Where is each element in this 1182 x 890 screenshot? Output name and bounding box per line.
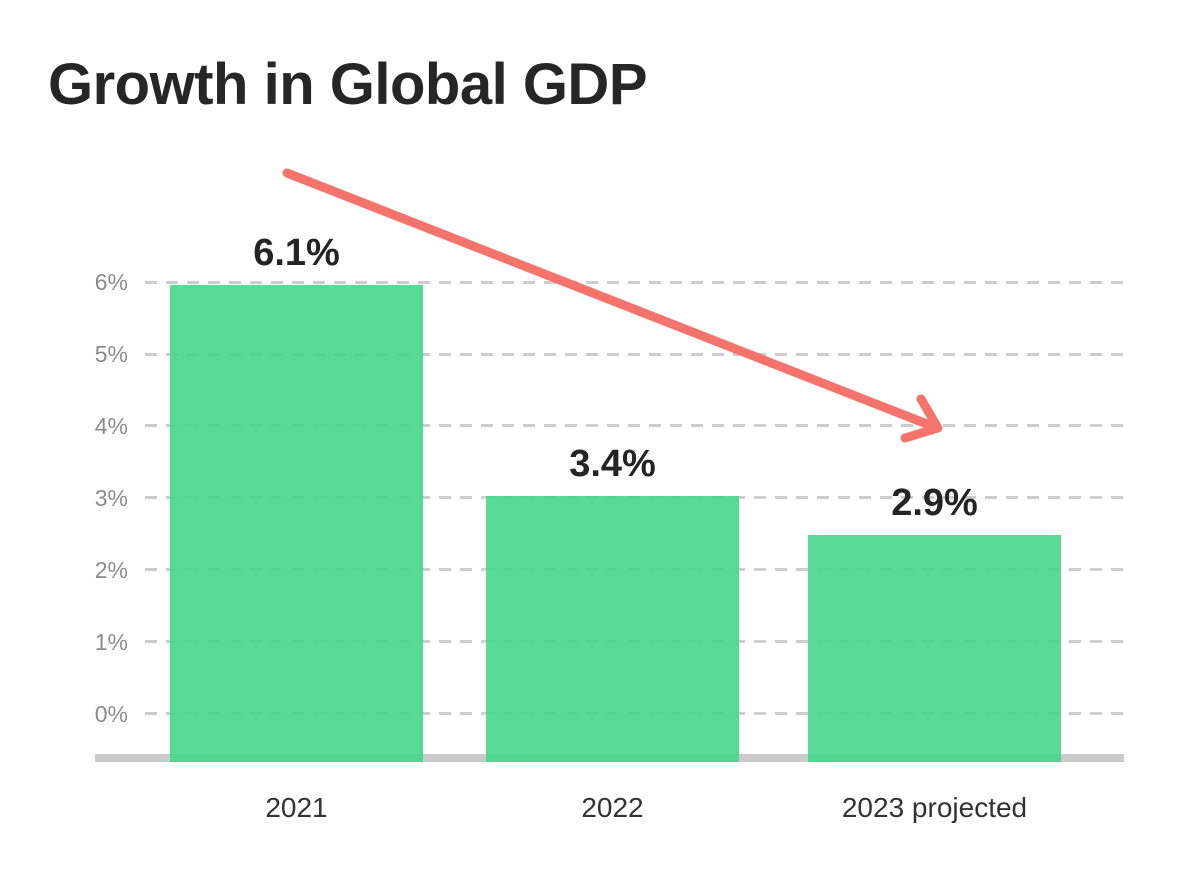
chart-title: Growth in Global GDP xyxy=(48,52,648,117)
y-axis-tick-label: 0% xyxy=(94,700,128,727)
x-axis-label: 2023 projected xyxy=(841,792,1028,823)
bar xyxy=(486,496,739,762)
y-axis-tick-label: 4% xyxy=(94,412,128,439)
bar xyxy=(808,535,1061,762)
bar-value-label: 6.1% xyxy=(253,231,340,274)
y-axis-tick-label: 2% xyxy=(94,556,128,583)
x-axis-label: 2021 xyxy=(265,792,328,823)
y-axis-tick-label: 1% xyxy=(94,628,128,655)
y-axis-tick-label: 3% xyxy=(94,484,128,511)
x-axis-label: 2022 xyxy=(581,792,644,823)
y-axis-tick-label: 5% xyxy=(94,341,128,367)
y-axis-tick-label: 6% xyxy=(94,269,128,296)
bar xyxy=(170,284,423,762)
bar-value-label: 3.4% xyxy=(569,443,656,486)
gridline xyxy=(145,280,1123,284)
bar-value-label: 2.9% xyxy=(891,482,978,525)
